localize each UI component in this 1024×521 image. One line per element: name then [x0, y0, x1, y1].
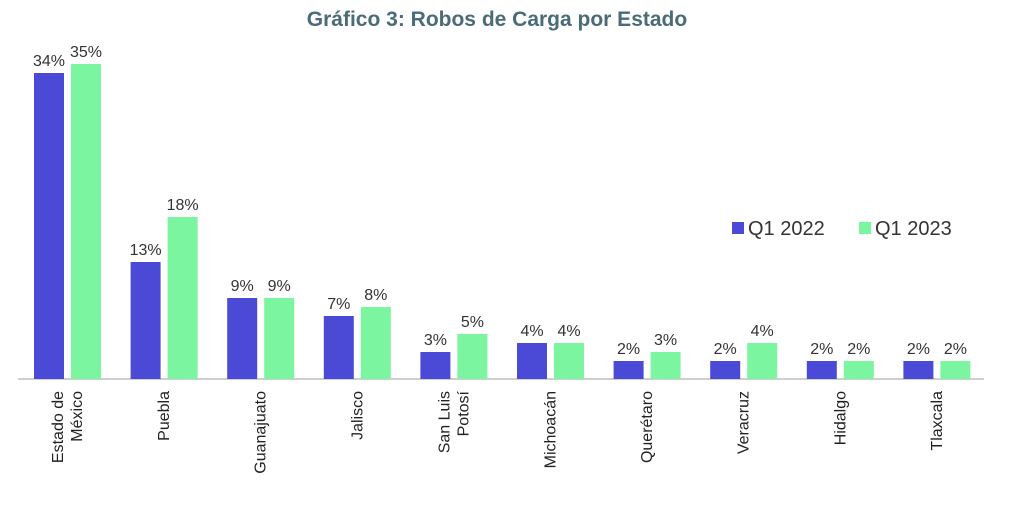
bar-q1-2022	[323, 316, 354, 379]
legend-label: Q1 2023	[875, 218, 952, 240]
data-label: 13%	[130, 242, 162, 259]
bar-q1-2023	[457, 334, 488, 379]
category-label-line: Tlaxcala	[929, 391, 946, 451]
chart-title: Gráfico 3: Robos de Carga por Estado	[306, 8, 688, 31]
bar-q1-2022	[34, 73, 64, 379]
bar-q1-2023	[554, 343, 584, 379]
bar-q1-2023	[360, 307, 391, 379]
data-label: 4%	[751, 323, 774, 340]
bar-q1-2023	[264, 298, 295, 379]
data-label: 3%	[424, 332, 447, 349]
bar-q1-2022	[613, 361, 644, 379]
legend-label: Q1 2022	[748, 218, 825, 240]
data-label: 2%	[617, 341, 640, 358]
data-label: 3%	[654, 332, 677, 349]
data-label: 2%	[944, 341, 967, 358]
bar-q1-2022	[227, 298, 258, 379]
data-label: 2%	[810, 341, 833, 358]
data-label: 35%	[70, 44, 102, 61]
data-label: 2%	[907, 341, 930, 358]
category-label-line: Potosí	[455, 390, 472, 436]
category-label: Veracruz	[736, 391, 753, 454]
data-label: 5%	[461, 314, 484, 331]
bar-q1-2023	[747, 343, 778, 379]
bar-q1-2022	[710, 361, 741, 379]
category-label-line: Puebla	[156, 391, 173, 441]
bar-q1-2022	[517, 343, 547, 379]
bar-q1-2023	[940, 361, 971, 379]
category-label: Tlaxcala	[929, 391, 946, 451]
category-label-line: México	[69, 391, 86, 442]
data-label: 9%	[231, 278, 254, 295]
category-label: Querétaro	[639, 391, 656, 463]
bar-q1-2022	[806, 361, 837, 379]
legend-swatch	[732, 222, 744, 234]
category-label: San Luis Potosí	[436, 390, 472, 453]
data-label: 2%	[714, 341, 737, 358]
category-label-line: Veracruz	[736, 391, 753, 454]
bar-q1-2023	[650, 352, 681, 379]
bar-q1-2023	[843, 361, 874, 379]
data-label: 9%	[268, 278, 291, 295]
category-label-line: Guanajuato	[253, 391, 270, 474]
category-label: Jalisco	[349, 391, 366, 440]
data-label: 8%	[364, 287, 387, 304]
category-label: Michoacán	[543, 391, 560, 468]
bar-q1-2022	[903, 361, 934, 379]
category-label-line: Querétaro	[639, 391, 656, 463]
bar-q1-2023	[71, 64, 101, 379]
category-label-line: Hidalgo	[832, 391, 849, 445]
category-label-line: San Luis	[436, 391, 453, 453]
data-label: 18%	[167, 197, 199, 214]
data-label: 4%	[557, 323, 580, 340]
bar-q1-2022	[420, 352, 451, 379]
data-label: 34%	[33, 53, 65, 70]
data-label: 4%	[520, 323, 543, 340]
category-label: Puebla	[156, 391, 173, 441]
data-label: 7%	[327, 296, 350, 313]
category-label: Hidalgo	[832, 391, 849, 445]
data-label: 2%	[847, 341, 870, 358]
category-label: Estado de México	[50, 391, 86, 463]
bar-q1-2022	[130, 262, 161, 379]
category-label-line: Jalisco	[349, 391, 366, 440]
category-label-line: Estado de	[50, 391, 67, 463]
bar-q1-2023	[167, 217, 198, 379]
category-label-line: Michoacán	[543, 391, 560, 468]
legend-swatch	[859, 222, 871, 234]
category-label: Guanajuato	[253, 391, 270, 474]
